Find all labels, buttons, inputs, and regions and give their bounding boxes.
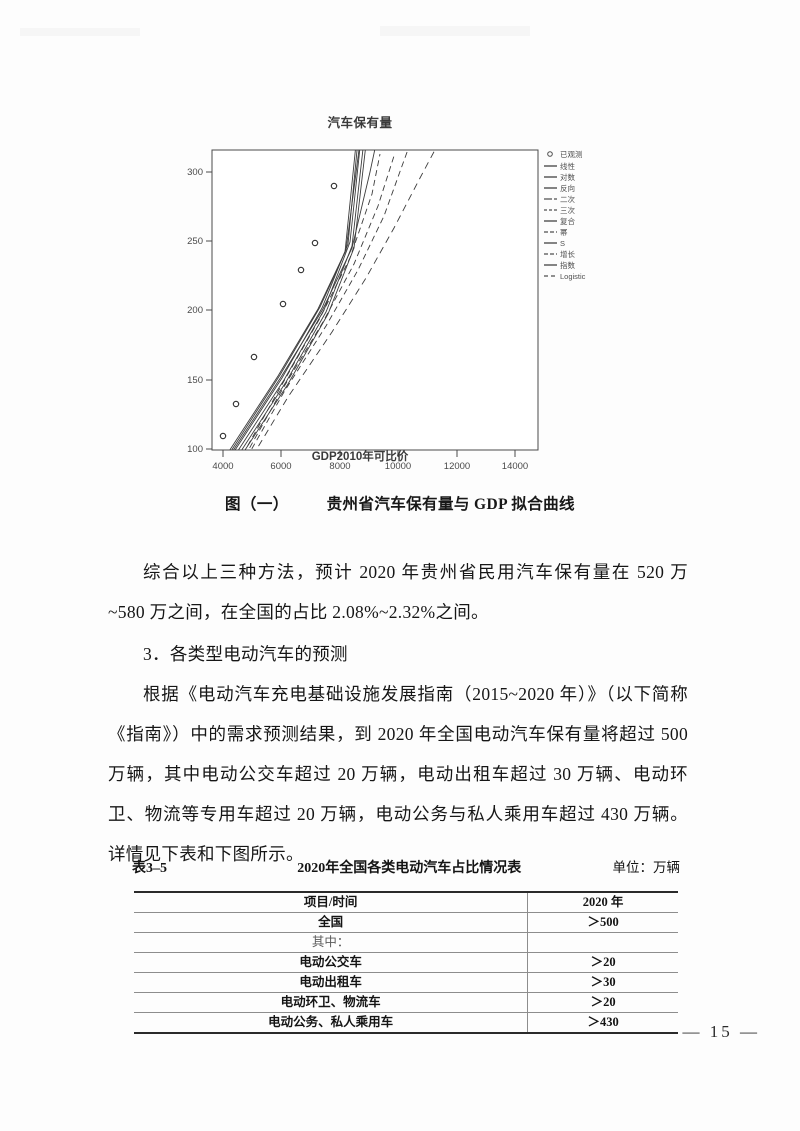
table-header-item: 项目/时间 — [134, 891, 529, 913]
scan-artifact — [380, 26, 530, 36]
svg-text:100: 100 — [187, 444, 203, 455]
table-cell-item: 电动出租车 — [134, 972, 529, 993]
table-cell-item: 电动公交车 — [134, 952, 529, 973]
legend-label-2: 反向 — [560, 183, 575, 193]
chart-svg: 300 250 200 150 100 4000 600 — [187, 149, 586, 472]
table-header-row: 项目/时间 2020 年 — [134, 891, 678, 913]
table-caption: 表3–5 2020年全国各类电动汽车占比情况表 单位：万辆 — [132, 856, 680, 877]
svg-text:6000: 6000 — [270, 461, 291, 472]
table-cell-item: 电动环卫、物流车 — [134, 992, 529, 1013]
chart-title: 汽车保有量 — [327, 116, 393, 130]
table-cell-value: ＞500 — [527, 912, 678, 933]
table-header-year: 2020 年 — [527, 891, 678, 913]
legend-label-4: 三次 — [560, 205, 575, 215]
legend-label-10: Logistic — [560, 272, 586, 281]
legend-label-7: S — [560, 239, 565, 248]
table-row: 其中： — [134, 932, 678, 953]
legend-label-3: 二次 — [560, 194, 575, 204]
table-row: 全国 ＞500 — [134, 912, 678, 933]
table-cell-item: 电动公务、私人乘用车 — [134, 1012, 529, 1034]
chart-plot-area: 300 250 200 150 100 4000 600 — [180, 132, 620, 482]
paragraph-summary: 综合以上三种方法，预计 2020 年贵州省民用汽车保有量在 520 万~580 … — [108, 561, 688, 622]
svg-text:250: 250 — [187, 236, 203, 247]
svg-text:14000: 14000 — [502, 461, 528, 472]
page-number: — 15 — — [682, 1022, 760, 1041]
svg-text:300: 300 — [187, 167, 203, 178]
legend-label-9: 指数 — [560, 260, 575, 270]
ev-share-table: 项目/时间 2020 年 全国 ＞500 其中： 电动公交车 ＞20 电动出租车… — [134, 891, 678, 1034]
table-cell-value: ＞20 — [527, 952, 678, 973]
table-cell-value — [527, 932, 678, 953]
x-axis-title: GDP2010年可比价 — [311, 451, 409, 463]
table-row: 电动公交车 ＞20 — [134, 952, 678, 973]
table-cell-item: 其中： — [134, 932, 529, 953]
table-cell-value: ＞30 — [527, 972, 678, 993]
svg-text:4000: 4000 — [212, 461, 233, 472]
table-number: 表3–5 — [132, 861, 167, 876]
legend-label-0: 线性 — [560, 161, 575, 171]
svg-text:200: 200 — [187, 305, 203, 316]
table-cell-item: 全国 — [134, 912, 529, 933]
table-row: 电动出租车 ＞30 — [134, 972, 678, 993]
section-heading-3: 3．各类型电动汽车的预测 — [143, 643, 348, 664]
table-cell-value: ＞20 — [527, 992, 678, 1013]
figure-caption-number: 图（一） — [225, 496, 289, 513]
y-axis-ticks — [206, 171, 212, 450]
legend-label-8: 增长 — [560, 249, 575, 259]
x-axis-tick-labels: 4000 6000 8000 10000 12000 14000 — [212, 461, 528, 472]
svg-text:150: 150 — [187, 375, 203, 386]
svg-text:12000: 12000 — [444, 461, 470, 472]
legend-label-6: 幂 — [560, 228, 568, 237]
figure-caption-title: 贵州省汽车保有量与 GDP 拟合曲线 — [326, 496, 575, 513]
table-unit: 单位：万辆 — [612, 860, 681, 875]
chart-legend: 已观测 线性 对数 反向 二次 三次 复合 — [544, 150, 586, 281]
table-cell-value: ＞430 — [527, 1012, 678, 1034]
legend-label-5: 复合 — [560, 216, 575, 226]
figure-chart: 汽车保有量 300 250 200 150 100 — [180, 112, 620, 482]
legend-labels: 已观测 线性 对数 反向 二次 三次 复合 — [544, 150, 586, 281]
x-axis-ticks — [222, 450, 516, 457]
svg-text:8000: 8000 — [329, 461, 350, 472]
fitted-curves — [229, 150, 436, 450]
observed-data-points — [219, 182, 338, 440]
legend-label-observed: 已观测 — [560, 150, 583, 159]
svg-text:10000: 10000 — [385, 461, 411, 472]
table-row: 电动环卫、物流车 ＞20 — [134, 992, 678, 1013]
table-row: 电动公务、私人乘用车 ＞430 — [134, 1012, 678, 1034]
scan-artifact — [20, 28, 140, 36]
paragraph-guideline: 根据《电动汽车充电基础设施发展指南（2015~2020 年）》（以下简称《指南》… — [108, 683, 688, 864]
legend-label-1: 对数 — [560, 172, 575, 182]
y-axis-tick-labels: 300 250 200 150 100 — [187, 167, 203, 455]
table-title: 2020年全国各类电动汽车占比情况表 — [297, 861, 522, 876]
figure-caption: 图（一） 贵州省汽车保有量与 GDP 拟合曲线 — [120, 492, 680, 514]
